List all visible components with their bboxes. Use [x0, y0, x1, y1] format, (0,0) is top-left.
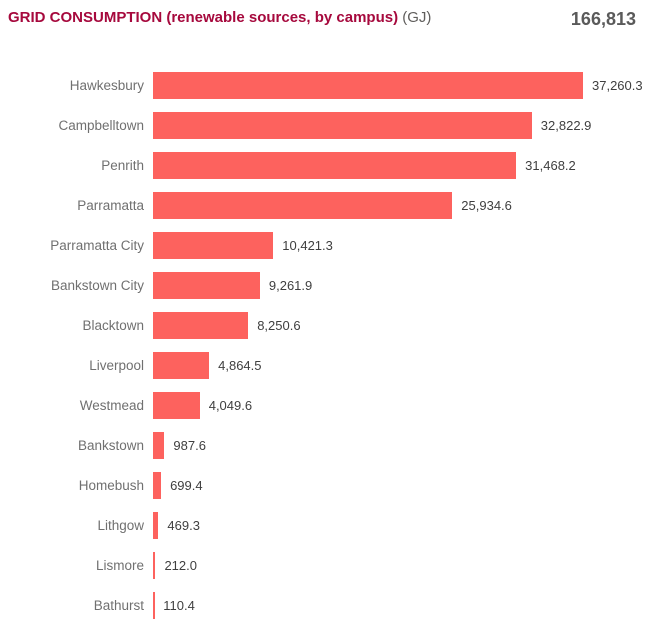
value-label: 25,934.6 [461, 197, 512, 213]
bar-row: Parramatta 25,934.6 [0, 185, 646, 225]
bar[interactable] [153, 191, 453, 219]
bar-row: Westmead 4,049.6 [0, 385, 646, 425]
total-value: 166,813 [570, 9, 636, 29]
value-label: 4,049.6 [208, 397, 253, 413]
bar[interactable] [153, 591, 155, 619]
category-label: Parramatta [77, 197, 144, 213]
value-label: 212.0 [164, 557, 197, 573]
bar-track: 31,468.2 [153, 151, 646, 179]
value-label: 4,864.5 [218, 357, 262, 373]
bar[interactable] [153, 111, 532, 139]
bar[interactable] [153, 351, 210, 379]
bar-track: 212.0 [153, 551, 646, 579]
value-label: 8,250.6 [257, 317, 301, 333]
bar-row: Liverpool 4,864.5 [0, 345, 646, 385]
category-label: Parramatta City [50, 237, 144, 253]
bar[interactable] [153, 271, 260, 299]
category-label: Homebush [78, 477, 144, 493]
value-label: 10,421.3 [282, 237, 333, 253]
bar-row: Campbelltown 32,822.9 [0, 105, 646, 145]
category-label: Bathurst [93, 597, 144, 613]
chart-header: GRID CONSUMPTION (renewable sources, by … [0, 0, 646, 30]
category-label: Blacktown [82, 317, 144, 333]
bar-row: Lithgow 469.3 [0, 505, 646, 545]
category-label: Lithgow [97, 517, 144, 533]
chart-title-text: GRID CONSUMPTION (renewable sources, by … [8, 9, 399, 26]
bar-row: Bankstown 987.6 [0, 425, 646, 465]
bar-track: 37,260.3 [153, 71, 646, 99]
bar[interactable] [153, 551, 156, 579]
bar-track: 110.4 [153, 591, 646, 619]
chart-unit-label: (GJ) [402, 9, 432, 26]
category-label: Penrith [101, 157, 144, 173]
value-label: 699.4 [170, 477, 203, 493]
category-label: Liverpool [89, 357, 144, 373]
bar-track: 987.6 [153, 431, 646, 459]
bar[interactable] [153, 231, 274, 259]
bar-chart: Hawkesbury 37,260.3 Campbelltown 32,822.9 Pe… [0, 65, 646, 620]
chart-title: GRID CONSUMPTION (renewable sources, by … [8, 8, 431, 28]
bar-row: Homebush 699.4 [0, 465, 646, 505]
category-label: Lismore [95, 557, 144, 573]
bar[interactable] [153, 471, 162, 499]
bar-track: 25,934.6 [153, 191, 646, 219]
category-label: Campbelltown [58, 117, 144, 133]
bar[interactable] [153, 151, 517, 179]
bar[interactable] [153, 511, 159, 539]
category-label: Hawkesbury [69, 77, 144, 93]
bar-row: Bankstown City 9,261.9 [0, 265, 646, 305]
bar[interactable] [153, 431, 165, 459]
bar-row: Penrith 31,468.2 [0, 145, 646, 185]
value-label: 987.6 [173, 437, 206, 453]
value-label: 32,822.9 [540, 117, 592, 133]
value-label: 37,260.3 [592, 77, 643, 93]
bar-track: 8,250.6 [153, 311, 646, 339]
bar[interactable] [153, 311, 249, 339]
bar-track: 4,864.5 [153, 351, 646, 379]
bar[interactable] [153, 71, 583, 99]
bar-row: Hawkesbury 37,260.3 [0, 65, 646, 105]
value-label: 110.4 [163, 597, 195, 613]
bar-track: 32,822.9 [153, 111, 646, 139]
category-label: Bankstown [77, 437, 144, 453]
value-label: 31,468.2 [525, 157, 576, 173]
bar-track: 10,421.3 [153, 231, 646, 259]
bar[interactable] [153, 391, 200, 419]
bar-track: 699.4 [153, 471, 646, 499]
bar-track: 469.3 [153, 511, 646, 539]
category-label: Westmead [79, 397, 144, 413]
bar-track: 9,261.9 [153, 271, 646, 299]
category-label: Bankstown City [50, 277, 144, 293]
bar-row: Parramatta City 10,421.3 [0, 225, 646, 265]
bar-row: Bathurst 110.4 [0, 585, 646, 620]
bar-row: Lismore 212.0 [0, 545, 646, 585]
value-label: 469.3 [167, 517, 200, 533]
value-label: 9,261.9 [268, 277, 313, 293]
bar-track: 4,049.6 [153, 391, 646, 419]
bar-row: Blacktown 8,250.6 [0, 305, 646, 345]
